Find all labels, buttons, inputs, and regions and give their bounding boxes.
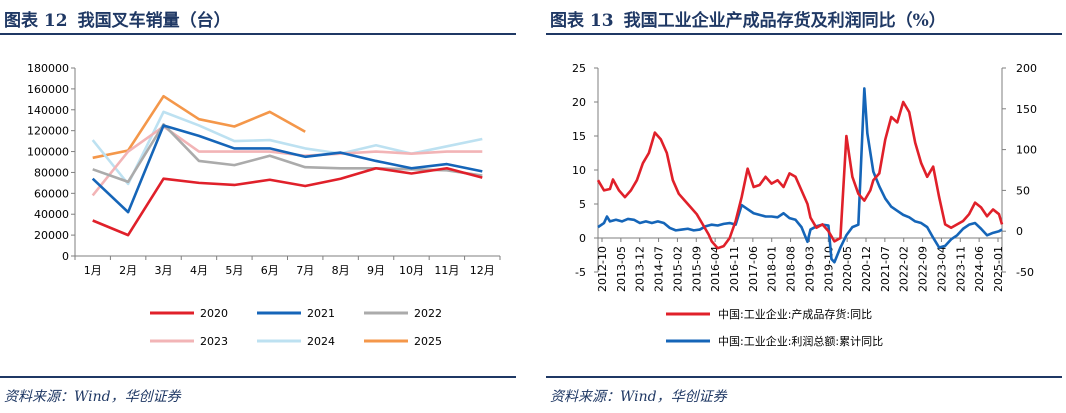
y-tick-label: 60000 <box>34 187 69 200</box>
series-line-2021 <box>91 124 483 214</box>
y-left-tick-label: 20 <box>572 96 586 109</box>
legend-label-2024: 2024 <box>307 335 335 348</box>
chart-title-left: 图表 12 我国叉车销量（台） <box>4 11 231 31</box>
y-left-tick-label: 5 <box>579 198 586 211</box>
series-line-2022 <box>92 123 483 184</box>
y-right-tick-label: 150 <box>1016 103 1037 116</box>
x-tick-label: 2012-10 <box>596 246 609 292</box>
x-tick-label: 2019-10 <box>822 246 835 292</box>
x-tick-label: 2013-12 <box>634 246 647 292</box>
y-right-tick-label: 50 <box>1016 184 1030 197</box>
x-tick-label: 3月 <box>155 264 173 277</box>
y-left-tick-label: 10 <box>572 164 586 177</box>
y-left-tick-label: -5 <box>575 266 586 279</box>
x-tick-label: 2014-07 <box>653 246 666 292</box>
x-tick-label: 2021-07 <box>879 246 892 292</box>
x-tick-label: 2013-05 <box>615 246 628 292</box>
y-tick-label: 80000 <box>34 166 69 179</box>
legend-label-2022: 2022 <box>414 307 442 320</box>
x-tick-label: 2025-01 <box>992 246 1005 292</box>
series-line-2020 <box>92 166 483 237</box>
source-note-right: 资料来源：Wind，华创证券 <box>550 389 727 405</box>
x-tick-label: 2月 <box>119 264 137 277</box>
x-tick-label: 6月 <box>261 264 279 277</box>
x-tick-label: 2018-08 <box>785 246 798 292</box>
source-divider <box>546 376 1062 378</box>
y-left-tick-label: 0 <box>579 232 586 245</box>
x-tick-label: 2022-09 <box>917 246 930 292</box>
x-tick-label: 2020-12 <box>860 246 873 292</box>
source-divider <box>0 376 516 378</box>
y-right-tick-label: -50 <box>1016 266 1034 279</box>
x-tick-label: 9月 <box>367 264 385 277</box>
legend-label-2020: 2020 <box>200 307 228 320</box>
x-tick-label: 2023-04 <box>935 246 948 292</box>
legend-label-2023: 2023 <box>200 335 228 348</box>
left-panel: 图表 12 我国叉车销量（台） 0 20000 40000 60000 80000 1000… <box>0 0 520 413</box>
forklift-sales-chart: 0 20000 40000 60000 80000 100000 120000 140000 1… <box>27 62 501 348</box>
y-tick-label: 140000 <box>27 104 69 117</box>
x-tick-label: 11月 <box>434 264 459 277</box>
source-note-left: 资料来源：Wind，华创证券 <box>4 389 181 405</box>
x-tick-label: 2015-02 <box>671 246 684 292</box>
legend-label-profit-yoy: 中国:工业企业:利润总额:累计同比 <box>718 334 883 348</box>
x-tick-label: 4月 <box>190 264 208 277</box>
x-tick-label: 1月 <box>84 264 102 277</box>
x-tick-label: 2017-06 <box>747 246 760 292</box>
chart-title-right: 图表 13 我国工业企业产成品存货及利润同比（%） <box>550 11 946 31</box>
y-tick-label: 120000 <box>27 125 69 138</box>
x-tick-label: 2015-09 <box>690 246 703 292</box>
y-tick-label: 160000 <box>27 83 69 96</box>
series-line-profit-yoy <box>597 87 1003 264</box>
x-tick-label: 5月 <box>225 264 243 277</box>
x-tick-label: 10月 <box>399 264 424 277</box>
y-tick-label: 40000 <box>34 208 69 221</box>
right-panel: 图表 13 我国工业企业产成品存货及利润同比（%） -5 0 5 10 15 20 25 -50… <box>546 0 1066 413</box>
x-tick-label: 2024-06 <box>973 246 986 292</box>
x-tick-label: 2023-11 <box>954 246 967 292</box>
x-tick-label: 2019-03 <box>803 246 816 292</box>
x-tick-label: 7月 <box>296 264 314 277</box>
y-tick-label: 180000 <box>27 62 69 75</box>
y-right-tick-label: 100 <box>1016 144 1037 157</box>
legend-label-2025: 2025 <box>414 335 442 348</box>
x-tick-label: 2018-01 <box>766 246 779 292</box>
x-tick-label: 2020-05 <box>841 246 854 292</box>
x-tick-label: 2016-04 <box>709 246 722 292</box>
x-tick-label: 12月 <box>470 264 495 277</box>
title-divider <box>0 33 516 35</box>
y-tick-label: 0 <box>62 250 69 263</box>
x-tick-label: 8月 <box>332 264 350 277</box>
y-left-tick-label: 15 <box>572 130 586 143</box>
x-tick-label: 2016-11 <box>728 246 741 292</box>
y-tick-label: 20000 <box>34 229 69 242</box>
x-tick-label: 2022-02 <box>898 246 911 292</box>
y-right-tick-label: 200 <box>1016 62 1037 75</box>
title-divider <box>546 33 1062 35</box>
y-left-tick-label: 25 <box>572 62 586 75</box>
y-tick-label: 100000 <box>27 146 69 159</box>
series-line-inventory-yoy <box>596 100 1004 250</box>
y-right-tick-label: 0 <box>1016 225 1023 238</box>
legend-label-2021: 2021 <box>307 307 335 320</box>
legend-label-inventory-yoy: 中国:工业企业:产成品存货:同比 <box>718 307 872 321</box>
